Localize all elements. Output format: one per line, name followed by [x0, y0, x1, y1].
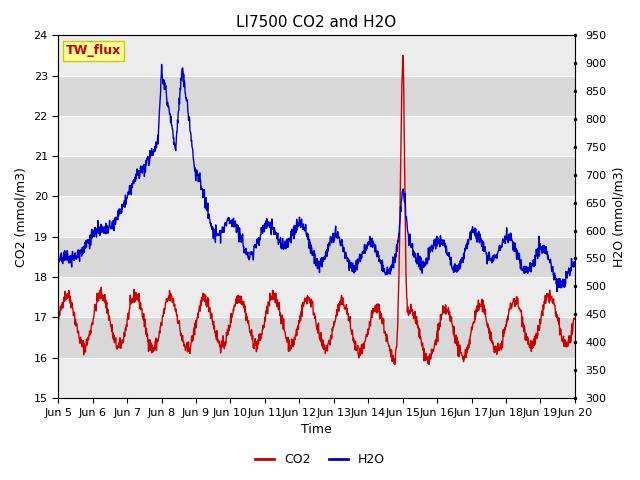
X-axis label: Time: Time — [301, 423, 332, 436]
Bar — [58, 317, 575, 358]
Text: TW_flux: TW_flux — [66, 44, 121, 58]
Bar — [58, 116, 575, 156]
Legend: CO2, H2O: CO2, H2O — [250, 448, 390, 471]
Title: LI7500 CO2 and H2O: LI7500 CO2 and H2O — [236, 15, 397, 30]
Y-axis label: H2O (mmol/m3): H2O (mmol/m3) — [612, 167, 625, 267]
Bar — [58, 277, 575, 317]
Bar — [58, 237, 575, 277]
Bar — [58, 76, 575, 116]
Bar — [58, 36, 575, 76]
Y-axis label: CO2 (mmol/m3): CO2 (mmol/m3) — [15, 167, 28, 266]
Bar — [58, 358, 575, 398]
Bar — [58, 156, 575, 196]
Bar — [58, 196, 575, 237]
